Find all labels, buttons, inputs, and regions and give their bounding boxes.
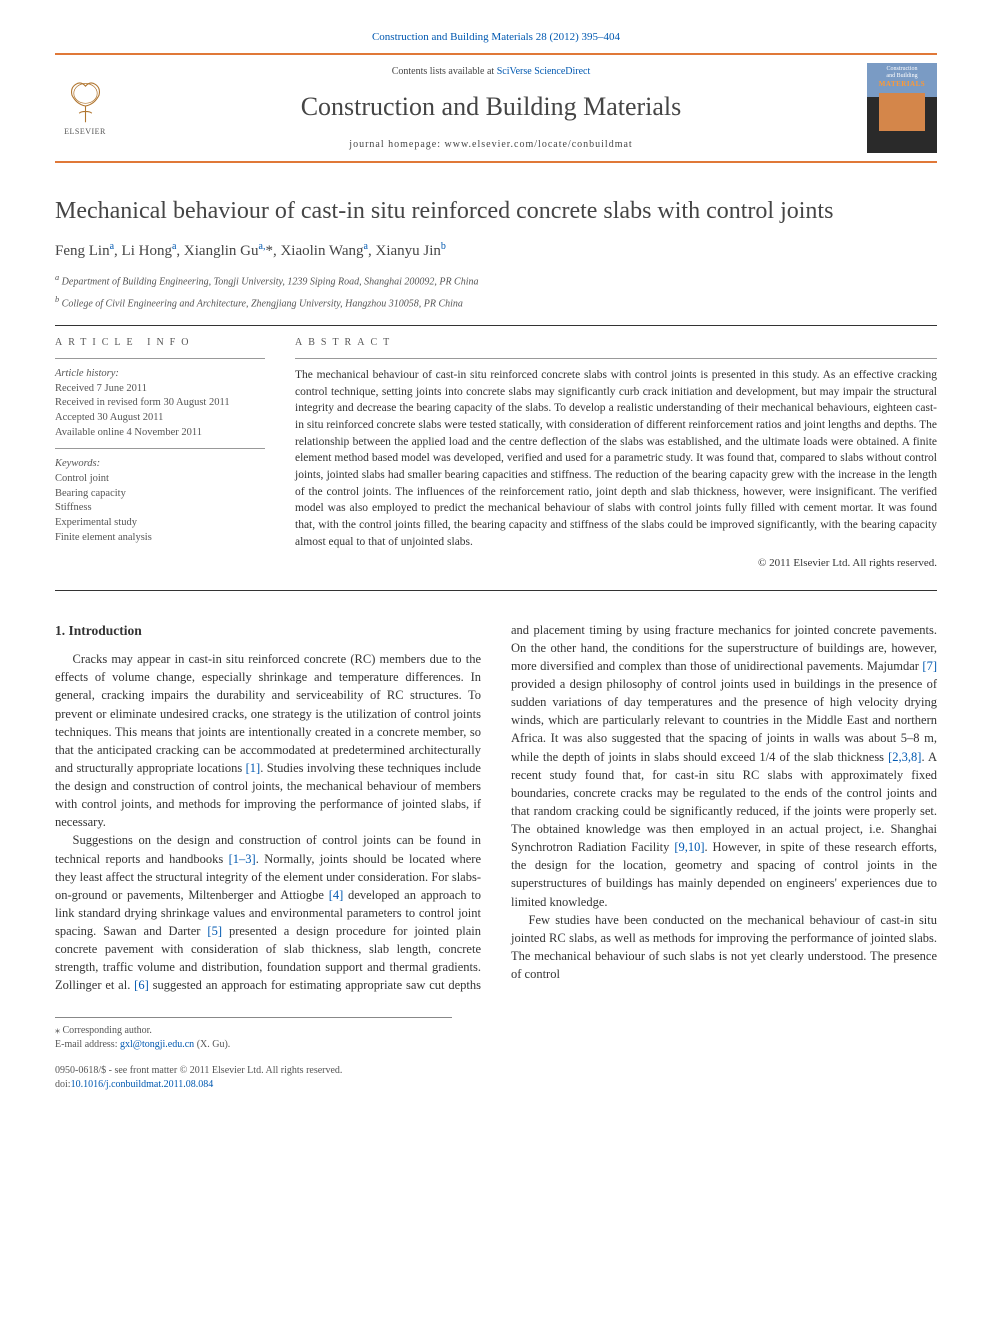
affiliation-b: b College of Civil Engineering and Archi…	[55, 294, 937, 311]
elsevier-tree-icon	[63, 79, 108, 124]
history-item: Received 7 June 2011	[55, 382, 265, 397]
section-heading: 1. Introduction	[55, 621, 481, 641]
homepage-url[interactable]: www.elsevier.com/locate/conbuildmat	[445, 139, 633, 150]
citation-link[interactable]: [7]	[922, 659, 937, 673]
cover-title-1: Constructionand Building	[886, 63, 917, 79]
journal-title: Construction and Building Materials	[129, 89, 853, 125]
citation-link[interactable]: [9,10]	[674, 840, 704, 854]
sciencedirect-link[interactable]: SciVerse ScienceDirect	[497, 66, 591, 77]
history-item: Received in revised form 30 August 2011	[55, 396, 265, 411]
author-2: Li Honga	[122, 243, 177, 259]
footer-meta: 0950-0618/$ - see front matter © 2011 El…	[55, 1064, 937, 1092]
body-text: 1. Introduction Cracks may appear in cas…	[55, 621, 937, 995]
keyword: Control joint	[55, 472, 265, 487]
para-text: Cracks may appear in cast-in situ reinfo…	[55, 652, 481, 775]
author-4: Xiaolin Wanga	[280, 243, 368, 259]
contents-line: Contents lists available at SciVerse Sci…	[129, 65, 853, 79]
authors-line: Feng Lina, Li Honga, Xianglin Gua,*, Xia…	[55, 240, 937, 262]
author-1: Feng Lina	[55, 243, 114, 259]
keyword: Finite element analysis	[55, 531, 265, 546]
contents-prefix: Contents lists available at	[392, 66, 497, 77]
divider	[55, 325, 937, 326]
banner-center: Contents lists available at SciVerse Sci…	[129, 65, 853, 151]
history-label: Article history:	[55, 367, 265, 382]
keyword: Bearing capacity	[55, 487, 265, 502]
doi-link[interactable]: 10.1016/j.conbuildmat.2011.08.084	[71, 1079, 214, 1090]
journal-cover-thumbnail: Constructionand Building MATERIALS	[867, 63, 937, 153]
citation-link[interactable]: [1]	[246, 761, 261, 775]
email-suffix: (X. Gu).	[194, 1039, 230, 1050]
para-text: . A recent study found that, for cast-in…	[511, 750, 937, 855]
header-citation: Construction and Building Materials 28 (…	[55, 30, 937, 45]
history-item: Available online 4 November 2011	[55, 426, 265, 441]
abstract-heading: abstract	[295, 336, 937, 350]
para-text: provided a design philosophy of control …	[511, 677, 937, 764]
homepage-line: journal homepage: www.elsevier.com/locat…	[129, 138, 853, 152]
affiliation-a: a Department of Building Engineering, To…	[55, 272, 937, 289]
author-5: Xianyu Jinb	[376, 243, 446, 259]
para-text: Few studies have been conducted on the m…	[511, 913, 937, 981]
abstract-column: abstract The mechanical behaviour of cas…	[295, 336, 937, 572]
elsevier-logo: ELSEVIER	[55, 73, 115, 143]
abstract-body: The mechanical behaviour of cast-in situ…	[295, 367, 937, 550]
citation-link[interactable]: [4]	[329, 888, 344, 902]
citation-link[interactable]: [2,3,8]	[888, 750, 921, 764]
corresponding-author-footnote: ⁎ Corresponding author. E-mail address: …	[55, 1017, 452, 1052]
homepage-prefix: journal homepage:	[349, 139, 444, 150]
cover-image-icon	[879, 93, 925, 131]
history-item: Accepted 30 August 2011	[55, 411, 265, 426]
keyword: Stiffness	[55, 501, 265, 516]
corr-label: ⁎ Corresponding author.	[55, 1024, 452, 1038]
article-title: Mechanical behaviour of cast-in situ rei…	[55, 197, 937, 226]
info-heading: article info	[55, 336, 265, 350]
doi-label: doi:	[55, 1079, 71, 1090]
abstract-copyright: © 2011 Elsevier Ltd. All rights reserved…	[295, 556, 937, 571]
publisher-name: ELSEVIER	[64, 126, 106, 137]
email-label: E-mail address:	[55, 1039, 120, 1050]
email-link[interactable]: gxl@tongji.edu.cn	[120, 1039, 194, 1050]
divider	[55, 590, 937, 591]
issn-line: 0950-0618/$ - see front matter © 2011 El…	[55, 1064, 937, 1078]
cover-title-2: MATERIALS	[879, 80, 925, 90]
keywords-label: Keywords:	[55, 457, 265, 472]
keyword: Experimental study	[55, 516, 265, 531]
journal-banner: ELSEVIER Contents lists available at Sci…	[55, 53, 937, 163]
author-3: Xianglin Gua,*	[184, 243, 273, 259]
citation-link[interactable]: [5]	[207, 924, 222, 938]
citation-link[interactable]: [6]	[134, 978, 149, 992]
article-info-column: article info Article history: Received 7…	[55, 336, 265, 572]
citation-link[interactable]: [1–3]	[229, 852, 256, 866]
